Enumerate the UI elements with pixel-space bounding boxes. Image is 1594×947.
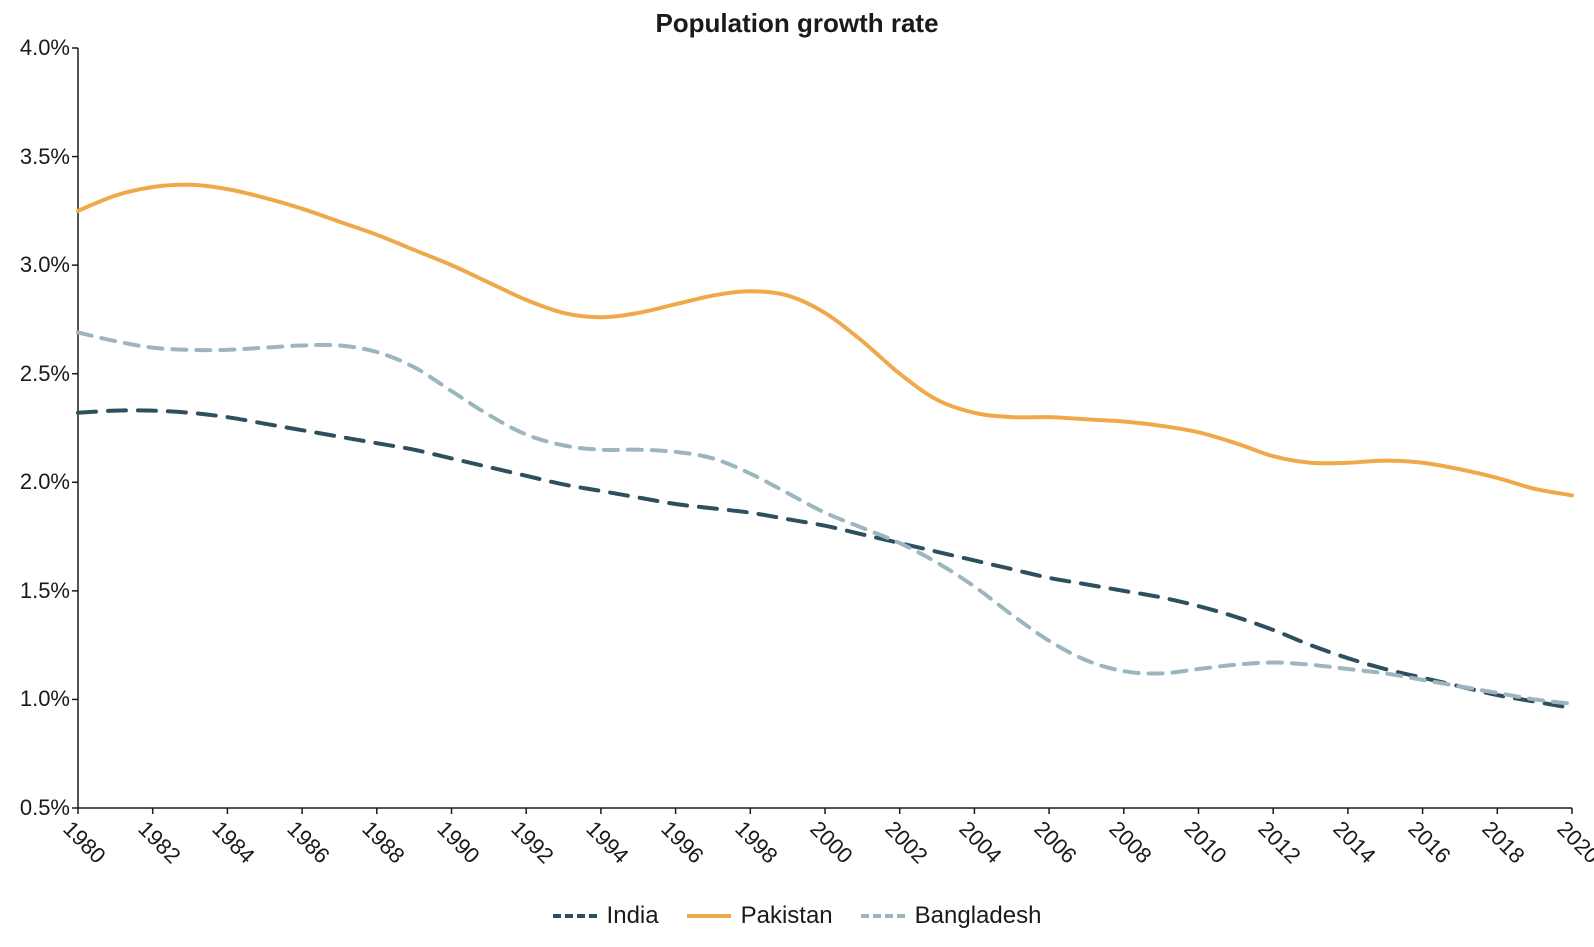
y-tick-label: 0.5% [20, 795, 78, 821]
y-tick-label: 4.0% [20, 35, 78, 61]
legend-item-bangladesh: Bangladesh [861, 902, 1042, 930]
x-tick-label: 1998 [730, 816, 783, 869]
plot-svg [78, 48, 1572, 808]
y-tick-label: 3.5% [20, 144, 78, 170]
x-tick-label: 1986 [282, 816, 335, 869]
x-tick-label: 2000 [805, 816, 858, 869]
y-tick-label: 1.0% [20, 686, 78, 712]
series-line-bangladesh [78, 332, 1572, 703]
y-tick-label: 1.5% [20, 578, 78, 604]
x-tick-label: 2014 [1328, 816, 1381, 869]
x-tick-label: 2018 [1477, 816, 1530, 869]
legend-swatch [553, 914, 597, 918]
legend-label: Pakistan [741, 902, 833, 930]
x-tick-label: 1988 [356, 816, 409, 869]
y-tick-label: 2.0% [20, 469, 78, 495]
x-tick-label: 2004 [954, 816, 1007, 869]
chart-title: Population growth rate [0, 8, 1594, 39]
x-tick-label: 2012 [1253, 816, 1306, 869]
x-tick-label: 1994 [581, 816, 634, 869]
x-tick-label: 2020 [1552, 816, 1594, 869]
legend-swatch [861, 914, 905, 918]
x-tick-label: 1982 [132, 816, 185, 869]
x-tick-label: 1984 [207, 816, 260, 869]
legend: India Pakistan Bangladesh [0, 902, 1594, 930]
x-tick-label: 2016 [1402, 816, 1455, 869]
legend-swatch [687, 914, 731, 918]
series-line-india [78, 410, 1572, 708]
legend-label: Bangladesh [915, 902, 1042, 930]
x-tick-label: 2006 [1029, 816, 1082, 869]
legend-item-pakistan: Pakistan [687, 902, 833, 930]
chart-container: Population growth rate 0.5%1.0%1.5%2.0%2… [0, 0, 1594, 947]
series-line-pakistan [78, 185, 1572, 496]
x-tick-label: 1992 [506, 816, 559, 869]
x-tick-label: 2008 [1103, 816, 1156, 869]
x-tick-label: 1996 [655, 816, 708, 869]
x-tick-label: 1990 [431, 816, 484, 869]
plot-area: 0.5%1.0%1.5%2.0%2.5%3.0%3.5%4.0%19801982… [78, 48, 1572, 808]
x-tick-label: 1980 [58, 816, 111, 869]
x-tick-label: 2010 [1178, 816, 1231, 869]
y-tick-label: 2.5% [20, 361, 78, 387]
y-tick-label: 3.0% [20, 252, 78, 278]
x-tick-label: 2002 [879, 816, 932, 869]
legend-label: India [607, 902, 659, 930]
legend-item-india: India [553, 902, 659, 930]
